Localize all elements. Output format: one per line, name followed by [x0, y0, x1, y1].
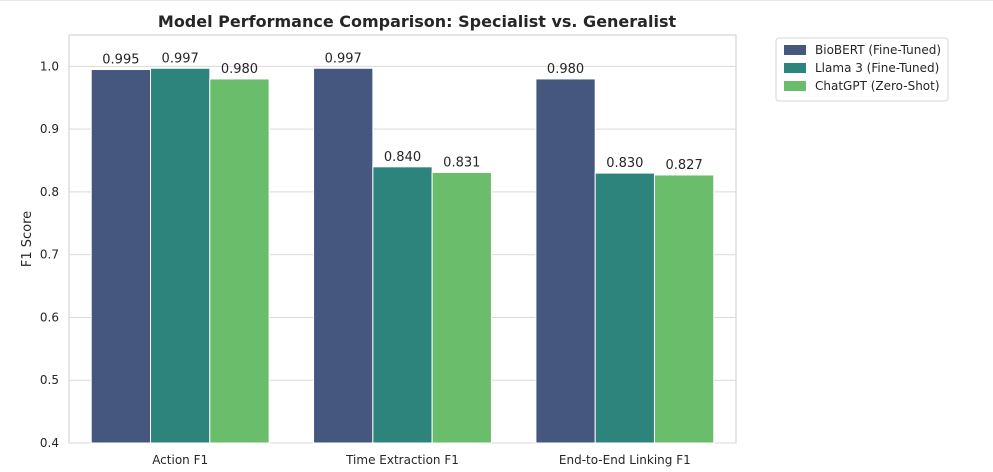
bar-value-label: 0.840: [384, 150, 421, 165]
legend: BioBERT (Fine-Tuned) Llama 3 (Fine-Tuned)…: [775, 37, 949, 102]
y-tick-label: 1.0: [40, 59, 59, 73]
bar: [209, 78, 270, 444]
legend-swatch: [784, 63, 806, 73]
chart-title: Model Performance Comparison: Specialist…: [158, 12, 677, 31]
bar: [653, 174, 715, 444]
bar: [594, 172, 655, 444]
bar-value-label: 0.995: [102, 53, 139, 68]
bar-value-label: 0.997: [325, 51, 362, 66]
y-tick-label: 0.8: [40, 185, 59, 199]
legend-swatch: [784, 45, 806, 55]
bar-value-label: 0.827: [666, 158, 703, 173]
bar-value-label: 0.980: [221, 62, 258, 77]
bar: [372, 166, 433, 444]
bar-value-label: 0.997: [162, 51, 199, 66]
x-tick-label: Action F1: [152, 453, 208, 467]
legend-frame: [775, 37, 949, 102]
bar-value-label: 0.830: [606, 156, 643, 171]
bar: [313, 67, 374, 444]
bar-value-label: 0.980: [547, 62, 584, 77]
y-tick-labels: 0.4 0.5 0.6 0.7 0.8 0.9 1.0: [40, 59, 59, 450]
legend-swatch: [784, 81, 806, 91]
bars: [90, 67, 715, 444]
y-tick-label: 0.4: [40, 436, 59, 450]
y-axis-label: F1 Score: [20, 211, 35, 267]
top-border: [0, 0, 993, 1]
bar: [150, 67, 211, 444]
bar-value-labels: 0.995 0.997 0.980 0.997 0.840 0.831 0.980 0.830…: [102, 51, 702, 173]
y-tick-label: 0.5: [40, 373, 59, 387]
y-tick-label: 0.7: [40, 248, 59, 262]
legend-label: BioBERT (Fine-Tuned): [815, 43, 941, 57]
bar: [90, 69, 152, 444]
bar-value-label: 0.831: [443, 155, 480, 170]
x-tick-label: Time Extraction F1: [345, 453, 459, 467]
x-tick-labels: Action F1 Time Extraction F1 End-to-End Li…: [152, 453, 691, 467]
y-tick-label: 0.9: [40, 122, 59, 136]
legend-label: Llama 3 (Fine-Tuned): [815, 61, 939, 75]
bar: [535, 78, 596, 444]
legend-label: ChatGPT (Zero-Shot): [815, 79, 940, 93]
y-tick-label: 0.6: [40, 310, 59, 324]
bar: [431, 171, 492, 444]
x-tick-label: End-to-End Linking F1: [559, 453, 691, 467]
